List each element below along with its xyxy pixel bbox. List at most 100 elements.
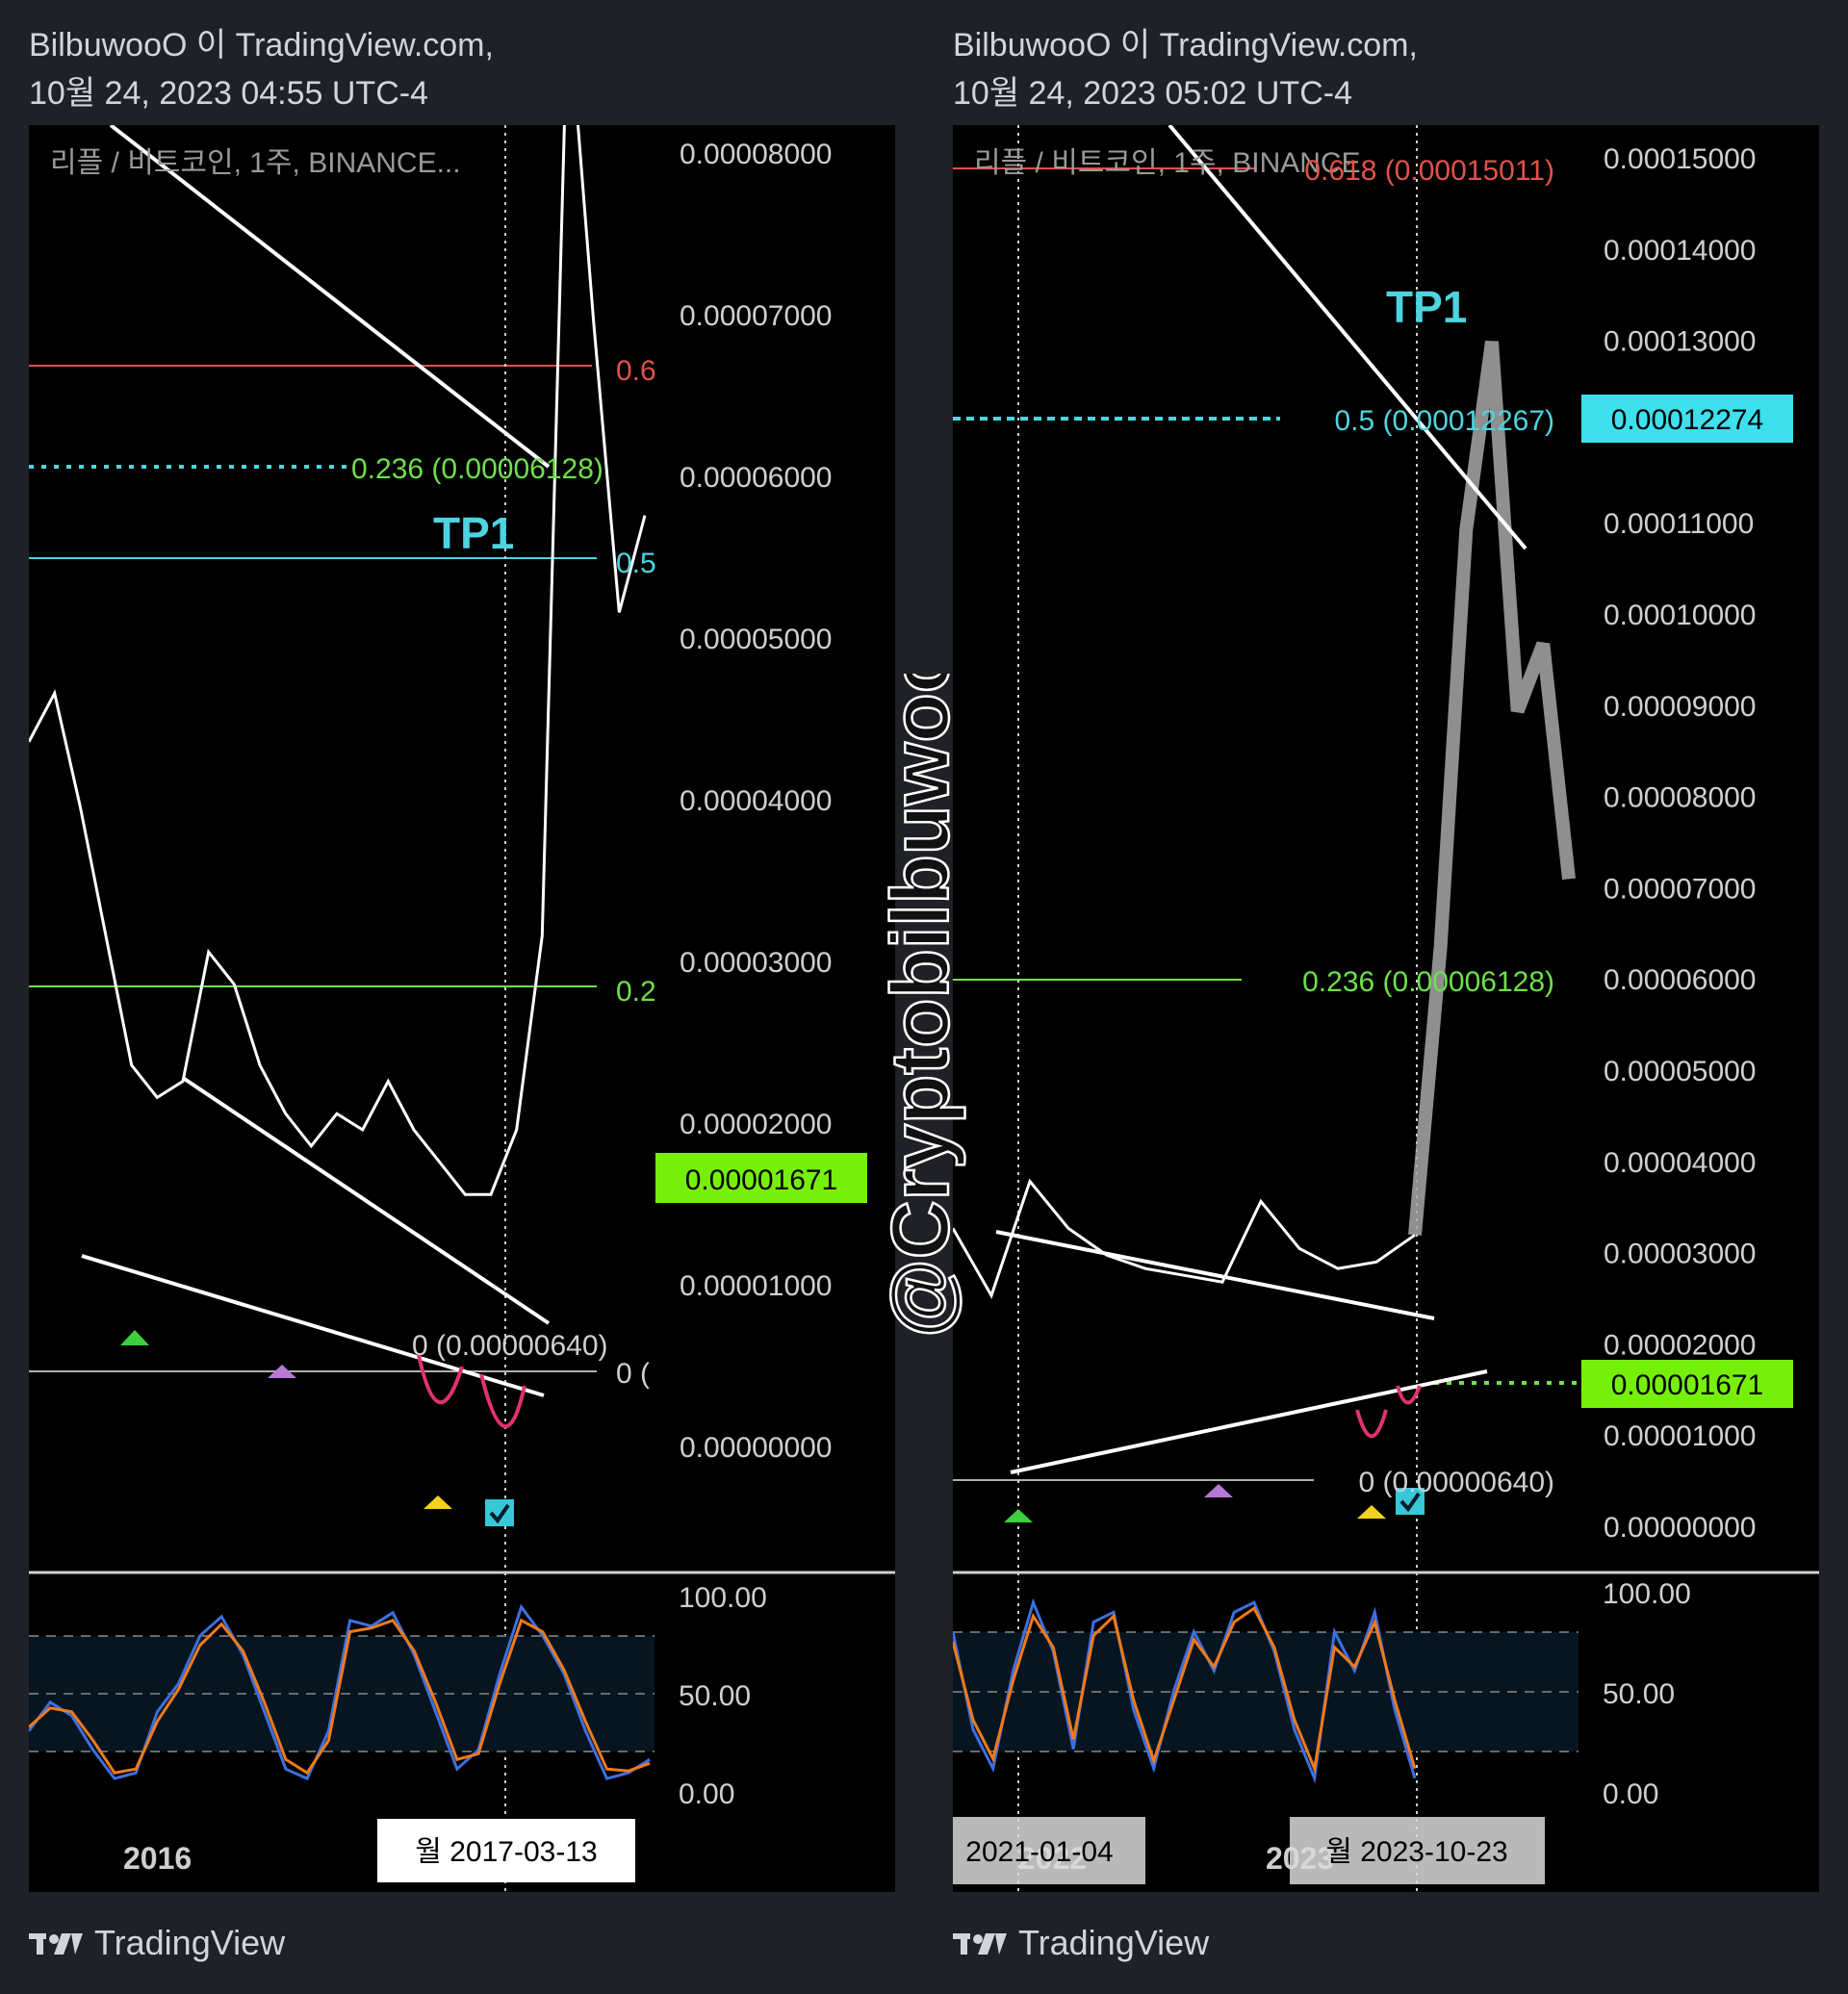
- left-wedge-upper: [181, 1076, 551, 1325]
- left-price-tick: 0.00006000: [680, 462, 833, 494]
- left-price-tick: 0.00008000: [680, 139, 833, 170]
- left-price-tick: 0.00001000: [680, 1270, 833, 1302]
- left-year-label: 2016: [123, 1841, 192, 1876]
- left-chart-svg[interactable]: 리플 / 비트코인, 1주, BINANCE... TP1 0.6 0.236 …: [29, 125, 895, 1892]
- left-fib-label-4: 0 (0.00000640): [412, 1330, 608, 1362]
- right-bottom-curve-2: [1396, 1385, 1422, 1405]
- left-fib-label-1: 0.236 (0.00006128): [351, 453, 603, 485]
- right-triangle-lower: [1010, 1369, 1488, 1474]
- left-price-badge-text: 0.00001671: [685, 1164, 838, 1196]
- left-price-tick: 0.00005000: [680, 624, 833, 655]
- right-osc-tick-1: 50.00: [1603, 1678, 1675, 1710]
- right-chart-svg[interactable]: 리플 / 비트코인, 1주, BINANCE TP1 0.618 (0.0001…: [953, 125, 1819, 1892]
- right-osc-tick-0: 100.00: [1603, 1578, 1691, 1610]
- right-price-tick: 0.00000000: [1604, 1512, 1757, 1544]
- right-yellow-triangle-icon: [1357, 1505, 1386, 1519]
- left-osc-k-line: [29, 1603, 651, 1781]
- right-price-tick: 0.00005000: [1604, 1056, 1757, 1087]
- left-price-tick: 0.00003000: [680, 947, 833, 979]
- right-price-tick: 0.00008000: [1604, 782, 1757, 814]
- right-bottom-curve-1: [1355, 1409, 1388, 1439]
- left-price-tick: 0.00004000: [680, 785, 833, 817]
- left-green-triangle-icon: [120, 1330, 149, 1345]
- left-price-tick: 0.00007000: [680, 300, 833, 332]
- tradingview-logo-icon: [29, 1930, 85, 1956]
- tradingview-logo-icon: [953, 1930, 1009, 1956]
- right-price-tick: 0.00009000: [1604, 691, 1757, 723]
- right-price-series: [953, 1178, 1416, 1299]
- right-price-tick: 0.00004000: [1604, 1147, 1757, 1179]
- left-yellow-triangle-icon: [424, 1496, 452, 1509]
- left-fib-label-5: 0 (: [616, 1358, 650, 1390]
- right-green-triangle-icon: [1004, 1509, 1033, 1522]
- left-header: BilbuwooO 이 TradingView.com, 10월 24, 202…: [29, 21, 494, 117]
- watermark-text: @Cryptobilbuwoo0: [875, 674, 965, 1338]
- right-price-tick: 0.00002000: [1604, 1329, 1757, 1361]
- left-header-author: BilbuwooO 이 TradingView.com,: [29, 27, 494, 64]
- right-footer-brand: TradingView: [1018, 1923, 1210, 1962]
- left-fib-label-0: 0.6: [616, 355, 656, 387]
- right-header-date: 10월 24, 2023 05:02 UTC-4: [953, 75, 1352, 112]
- left-tp1-label: TP1: [433, 508, 514, 558]
- right-fib-label-0: 0.618 (0.00015011): [1304, 155, 1554, 187]
- right-footer[interactable]: TradingView: [953, 1919, 1209, 1967]
- left-fib-label-2: 0.5: [616, 548, 656, 579]
- left-osc-tick-0: 100.00: [679, 1582, 767, 1614]
- right-price-tick: 0.00014000: [1604, 235, 1757, 267]
- right-price-badge-text: 0.00001671: [1611, 1369, 1764, 1401]
- left-symbol-label: 리플 / 비트코인, 1주, BINANCE...: [50, 147, 461, 179]
- watermark: @Cryptobilbuwoo0: [874, 674, 967, 1339]
- right-price-tick: 0.00006000: [1604, 964, 1757, 996]
- right-date-badge-right-text: 월 2023-10-23: [1325, 1836, 1507, 1868]
- left-wedge-lower: [81, 1254, 545, 1397]
- right-osc-tick-2: 0.00: [1603, 1778, 1658, 1810]
- left-price-tick: 0.00000000: [680, 1432, 833, 1464]
- left-footer-brand: TradingView: [94, 1923, 286, 1962]
- left-price-axis[interactable]: 0.00008000 0.00007000 0.00006000 0.00005000…: [680, 139, 833, 1464]
- left-date-badge-text: 월 2017-03-13: [415, 1836, 597, 1868]
- left-date-badge: [377, 1819, 635, 1882]
- right-chart-panel[interactable]: 리플 / 비트코인, 1주, BINANCE TP1 0.618 (0.0001…: [953, 125, 1819, 1892]
- right-price-badge: [1581, 1360, 1793, 1408]
- right-date-badge-left: [953, 1817, 1145, 1884]
- right-price-tick: 0.00015000: [1604, 143, 1757, 175]
- right-header-author: BilbuwooO 이 TradingView.com,: [953, 27, 1418, 64]
- left-bottom-curve-1: [417, 1354, 464, 1404]
- left-osc-tick-2: 0.00: [679, 1778, 734, 1810]
- right-check-icon: [1396, 1488, 1424, 1515]
- left-price-tick: 0.00002000: [680, 1109, 833, 1140]
- left-header-date: 10월 24, 2023 04:55 UTC-4: [29, 75, 428, 112]
- left-check-icon: [485, 1499, 514, 1526]
- right-price-tick: 0.00011000: [1604, 508, 1754, 540]
- left-chart-panel[interactable]: 리플 / 비트코인, 1주, BINANCE... TP1 0.6 0.236 …: [29, 125, 895, 1892]
- right-downtrend-line: [1168, 125, 1527, 550]
- right-header: BilbuwooO 이 TradingView.com, 10월 24, 202…: [953, 21, 1418, 117]
- right-date-badge-right: [1290, 1817, 1545, 1884]
- left-osc-tick-1: 50.00: [679, 1680, 751, 1712]
- right-tp1-label: TP1: [1386, 282, 1467, 332]
- right-cyan-badge: [1581, 395, 1793, 443]
- right-date-badge-left-text: 2021-01-04: [965, 1836, 1113, 1868]
- left-bottom-curve-2: [479, 1373, 526, 1429]
- right-price-tick: 0.00013000: [1604, 326, 1757, 358]
- left-fib-label-3: 0.2: [616, 976, 656, 1008]
- right-fib-label-2: 0.236 (0.00006128): [1302, 966, 1554, 998]
- right-symbol-label: 리플 / 비트코인, 1주, BINANCE: [974, 147, 1361, 179]
- right-fib-label-1: 0.5 (0.00012267): [1334, 405, 1554, 437]
- left-downtrend-line: [109, 125, 551, 469]
- right-purple-triangle-icon: [1204, 1484, 1233, 1497]
- left-price-series: [29, 125, 647, 1196]
- left-osc-d-line: [29, 1618, 651, 1776]
- right-cyan-badge-text: 0.00012274: [1611, 404, 1764, 436]
- right-projection-series: [1408, 341, 1576, 1236]
- left-purple-triangle-icon: [268, 1365, 296, 1378]
- right-price-tick: 0.00001000: [1604, 1420, 1757, 1452]
- left-footer[interactable]: TradingView: [29, 1919, 285, 1967]
- right-price-axis[interactable]: 0.000150000.000140000.000130000.00012000…: [1604, 143, 1757, 1544]
- right-price-tick: 0.00003000: [1604, 1239, 1757, 1270]
- right-osc-k-line: [953, 1598, 1417, 1784]
- left-price-badge: [655, 1153, 867, 1203]
- right-triangle-upper: [995, 1230, 1435, 1320]
- right-fib-label-3: 0 (0.00000640): [1359, 1467, 1555, 1498]
- right-price-tick: 0.00010000: [1604, 600, 1757, 631]
